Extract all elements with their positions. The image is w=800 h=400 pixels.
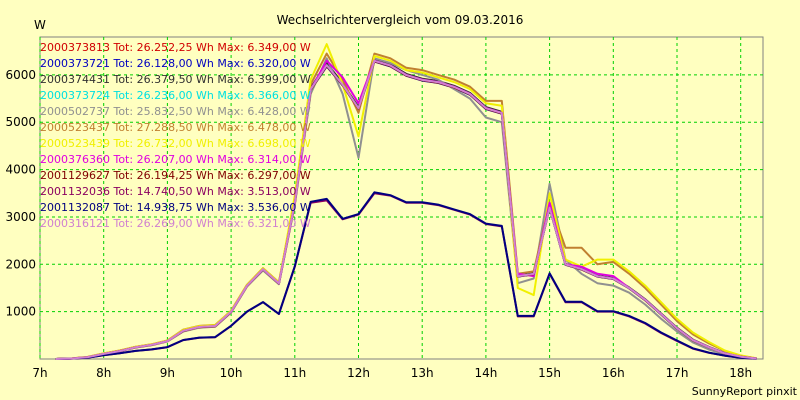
legend-entry-2000373724: 2000373724 Tot: 26.236,00 Wh Max: 6.366,… xyxy=(40,89,311,102)
x-tick-label: 12h xyxy=(347,366,370,380)
legend-entry-2000502737: 2000502737 Tot: 25.832,50 Wh Max: 6.428,… xyxy=(40,105,311,118)
x-tick-label: 9h xyxy=(160,366,175,380)
footer-credit: SunnyReport pinxit xyxy=(692,385,798,398)
legend: 2000373813 Tot: 26.252,25 Wh Max: 6.349,… xyxy=(40,41,311,230)
legend-entry-2000523437: 2000523437 Tot: 27.288,50 Wh Max: 6.478,… xyxy=(40,121,311,134)
grid xyxy=(39,37,763,359)
series-group xyxy=(55,43,757,360)
x-tick-label: 17h xyxy=(666,366,689,380)
series-line-2000316121 xyxy=(55,59,757,360)
legend-entry-2001132036: 2001132036 Tot: 14.740,50 Wh Max: 3.513,… xyxy=(40,185,311,198)
x-tick-label: 18h xyxy=(729,366,752,380)
x-tick-label: 10h xyxy=(220,366,243,380)
y-tick-label: 2000 xyxy=(5,257,36,271)
y-tick-label: 3000 xyxy=(5,210,36,224)
legend-entry-2000374431: 2000374431 Tot: 26.379,50 Wh Max: 6.399,… xyxy=(40,73,311,86)
axes: 7h 8h 9h 10h 11h 12h 13h 14h 15h 16h 17h 18h 1000 200… xyxy=(5,68,752,380)
y-tick-label: 5000 xyxy=(5,115,36,129)
chart-title: Wechselrichtervergleich vom 09.03.2016 xyxy=(277,13,524,27)
x-tick-label: 15h xyxy=(538,366,561,380)
x-tick-label: 14h xyxy=(474,366,497,380)
y-tick-label: 1000 xyxy=(5,305,36,319)
legend-entry-2001129627: 2001129627 Tot: 26.194,25 Wh Max: 6.297,… xyxy=(40,169,311,182)
x-tick-label: 16h xyxy=(602,366,625,380)
x-tick-label: 8h xyxy=(96,366,111,380)
legend-entry-2000373813: 2000373813 Tot: 26.252,25 Wh Max: 6.349,… xyxy=(40,41,311,54)
legend-entry-2000373721: 2000373721 Tot: 26.128,00 Wh Max: 6.320,… xyxy=(40,57,311,70)
y-tick-label: 6000 xyxy=(5,68,36,82)
x-tick-label: 7h xyxy=(32,366,47,380)
legend-entry-2001132087: 2001132087 Tot: 14.938,75 Wh Max: 3.536,… xyxy=(40,201,311,214)
series-line-2001132087 xyxy=(55,191,757,360)
y-axis-label: W xyxy=(34,18,46,32)
x-tick-label: 13h xyxy=(411,366,434,380)
x-tick-label: 11h xyxy=(283,366,306,380)
legend-entry-2000523439: 2000523439 Tot: 26.732,00 Wh Max: 6.698,… xyxy=(40,137,311,150)
legend-entry-2000376360: 2000376360 Tot: 26.207,00 Wh Max: 6.314,… xyxy=(40,153,311,166)
legend-entry-2000316121: 2000316121 Tot: 26.269,00 Wh Max: 6.321,… xyxy=(40,217,311,230)
plot-area xyxy=(39,36,764,360)
y-tick-label: 4000 xyxy=(5,163,36,177)
